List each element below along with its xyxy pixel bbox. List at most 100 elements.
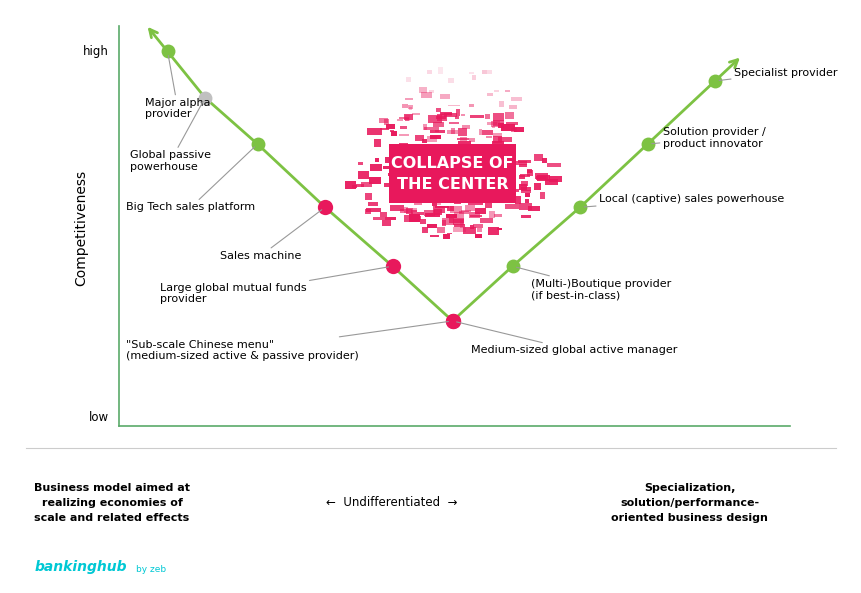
Bar bbox=[361, 183, 371, 187]
Bar bbox=[469, 138, 474, 142]
Text: COLLAPSE OF
THE CENTER: COLLAPSE OF THE CENTER bbox=[391, 155, 513, 192]
Text: Medium-sized global active manager: Medium-sized global active manager bbox=[456, 322, 677, 355]
Bar bbox=[455, 109, 460, 116]
Bar bbox=[448, 105, 460, 106]
Bar bbox=[400, 126, 406, 129]
Bar bbox=[453, 212, 463, 218]
Bar bbox=[472, 200, 485, 203]
Bar bbox=[469, 215, 481, 217]
Text: high: high bbox=[84, 45, 109, 58]
Text: Major alpha
provider: Major alpha provider bbox=[145, 56, 210, 119]
Bar bbox=[513, 130, 523, 132]
Bar bbox=[420, 92, 431, 98]
Bar bbox=[351, 186, 356, 187]
Bar bbox=[468, 104, 473, 107]
Text: low: low bbox=[89, 412, 109, 424]
Bar bbox=[448, 78, 453, 82]
Text: Solution provider /
product innovator: Solution provider / product innovator bbox=[651, 127, 765, 149]
Bar bbox=[520, 181, 527, 186]
Bar bbox=[419, 87, 426, 93]
Bar bbox=[478, 129, 482, 135]
Bar bbox=[527, 170, 533, 176]
Bar bbox=[386, 124, 394, 129]
Bar bbox=[468, 161, 480, 168]
Text: Specialization,
solution/performance-
oriented business design: Specialization, solution/performance- or… bbox=[610, 483, 767, 522]
Bar bbox=[399, 143, 407, 151]
Bar bbox=[497, 169, 505, 177]
Bar bbox=[536, 175, 549, 181]
Text: "Sub-scale Chinese menu"
(medium-sized active & passive provider): "Sub-scale Chinese menu" (medium-sized a… bbox=[127, 321, 448, 361]
Bar bbox=[412, 113, 419, 115]
Bar bbox=[454, 202, 460, 204]
Bar bbox=[511, 161, 526, 165]
Text: Business model aimed at
realizing economies of
scale and related effects: Business model aimed at realizing econom… bbox=[34, 483, 189, 522]
Bar bbox=[437, 177, 449, 180]
Bar bbox=[401, 104, 407, 109]
Bar bbox=[492, 113, 503, 121]
Bar bbox=[372, 218, 385, 220]
Bar bbox=[436, 116, 445, 119]
Bar bbox=[426, 136, 437, 142]
Bar bbox=[492, 120, 503, 126]
Bar bbox=[493, 90, 499, 92]
Bar bbox=[433, 206, 445, 213]
Bar bbox=[421, 139, 426, 144]
Text: Large global mutual funds
provider: Large global mutual funds provider bbox=[160, 267, 388, 304]
Bar bbox=[457, 142, 471, 145]
Bar bbox=[446, 130, 457, 134]
Bar bbox=[344, 181, 356, 189]
Bar bbox=[390, 171, 394, 176]
Bar bbox=[469, 225, 474, 229]
Bar bbox=[480, 218, 492, 223]
Bar bbox=[488, 211, 494, 218]
Text: Local (captive) sales powerhouse: Local (captive) sales powerhouse bbox=[584, 194, 784, 207]
Bar bbox=[446, 232, 452, 234]
Bar bbox=[518, 164, 527, 167]
Bar bbox=[461, 184, 474, 192]
Bar bbox=[399, 134, 408, 136]
Bar bbox=[379, 127, 388, 130]
Bar bbox=[482, 70, 492, 74]
Bar bbox=[434, 206, 449, 208]
Bar bbox=[457, 128, 466, 136]
Bar bbox=[414, 135, 423, 141]
Bar bbox=[369, 177, 381, 184]
Bar bbox=[526, 169, 531, 173]
Bar bbox=[399, 149, 410, 156]
Bar bbox=[397, 119, 403, 121]
Bar bbox=[430, 130, 444, 133]
Bar bbox=[492, 196, 499, 199]
Bar bbox=[459, 144, 471, 146]
Bar bbox=[519, 174, 530, 177]
Bar bbox=[535, 173, 548, 178]
Bar bbox=[435, 109, 440, 112]
Bar bbox=[517, 160, 530, 162]
Bar bbox=[367, 128, 381, 135]
Bar bbox=[460, 168, 470, 170]
Bar bbox=[365, 208, 380, 212]
Bar bbox=[504, 112, 513, 119]
Text: bankinghub: bankinghub bbox=[34, 560, 127, 574]
Bar bbox=[412, 208, 417, 212]
Bar bbox=[400, 209, 411, 213]
Bar bbox=[450, 128, 455, 134]
Bar bbox=[443, 234, 449, 238]
Bar bbox=[459, 221, 462, 228]
Bar bbox=[407, 106, 412, 109]
Text: Big Tech sales platform: Big Tech sales platform bbox=[127, 147, 255, 212]
Bar bbox=[405, 98, 412, 100]
Bar bbox=[472, 75, 475, 80]
Bar bbox=[511, 189, 518, 192]
Bar bbox=[432, 122, 443, 127]
Bar bbox=[470, 115, 483, 117]
Bar bbox=[430, 184, 437, 189]
Bar bbox=[364, 193, 371, 200]
Bar bbox=[408, 107, 412, 110]
Bar bbox=[427, 116, 441, 123]
Bar bbox=[441, 113, 452, 116]
Bar bbox=[406, 208, 412, 213]
Bar bbox=[392, 164, 400, 167]
Bar bbox=[375, 158, 379, 162]
Bar bbox=[421, 227, 427, 233]
Bar bbox=[484, 114, 490, 119]
